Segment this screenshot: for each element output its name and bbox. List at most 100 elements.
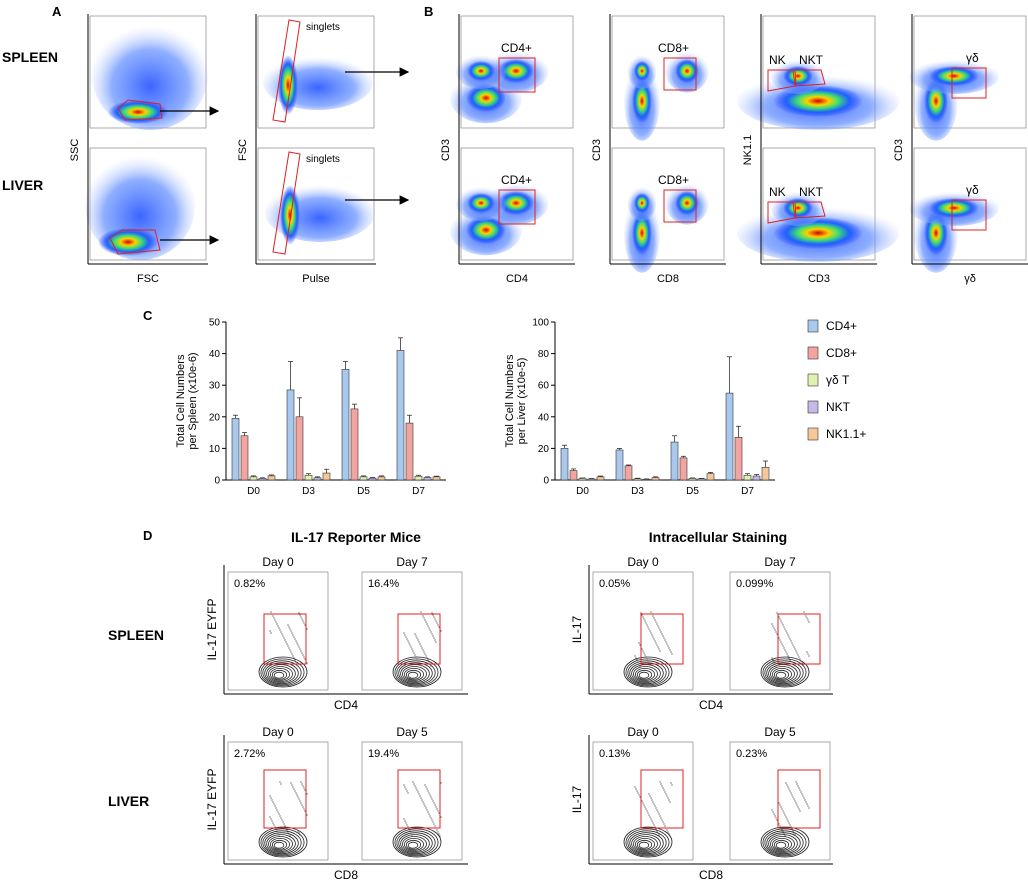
event-dot (423, 617, 425, 619)
event-dot (278, 834, 280, 836)
x-tick-label: D0 (576, 486, 589, 497)
event-dot (646, 658, 648, 660)
bar-CD8-D0 (240, 435, 249, 481)
population-blob (466, 84, 506, 112)
event-dot (638, 663, 640, 665)
contour-ring (766, 662, 801, 685)
legend-swatch (807, 346, 819, 360)
day-label: Day 0 (262, 725, 294, 739)
contour-ring (271, 669, 288, 680)
event-dot (796, 783, 798, 785)
event-dot (272, 801, 274, 803)
bar-NK11-D5 (706, 473, 715, 481)
event-dot (775, 665, 777, 667)
event-dot (277, 625, 279, 627)
event-dot (772, 811, 774, 813)
event-dot (428, 661, 430, 663)
event-dot (306, 814, 308, 816)
y-axis-label: IL-17 (570, 786, 584, 814)
contour-ring (623, 656, 673, 688)
event-dot (668, 647, 670, 649)
contour-plot-4: Day 0 2.72% (227, 725, 329, 861)
event-dot (788, 822, 790, 824)
event-dot (276, 830, 278, 832)
event-dot (420, 645, 422, 647)
event-dot (662, 787, 664, 789)
scatter-liver-fsc-ssc (85, 147, 220, 261)
day-label: Day 7 (396, 555, 428, 569)
bar-T-D3 (304, 474, 313, 481)
event-dot (802, 795, 804, 797)
event-dot (436, 622, 438, 624)
y-axis-label: CD3 (893, 139, 905, 161)
event-dot (654, 640, 656, 642)
event-dot (653, 617, 655, 619)
event-dot (407, 826, 409, 828)
percent-label: 0.82% (234, 578, 265, 590)
event-dot (780, 620, 782, 622)
event-dot (275, 807, 277, 809)
event-dot (655, 621, 657, 623)
event-dot (781, 808, 783, 810)
contour-ring (400, 834, 430, 853)
event-dot (297, 796, 299, 798)
event-dot (283, 637, 285, 639)
event-dot (299, 834, 301, 836)
event-dot (786, 784, 788, 786)
contour-ring (625, 828, 670, 857)
contour-ring (773, 669, 790, 680)
contour-ring (631, 664, 661, 683)
event-dot (658, 834, 660, 836)
event-dot (438, 626, 440, 628)
population-blob (467, 193, 495, 213)
event-dot (291, 784, 293, 786)
event-dot (651, 634, 653, 636)
event-dot (302, 806, 304, 808)
event-dot (415, 787, 417, 789)
event-dot (670, 782, 672, 784)
event-dot (803, 611, 805, 613)
event-dot (279, 781, 281, 783)
gate-label-nk: NK (769, 185, 786, 199)
event-dot (299, 648, 301, 650)
event-dot (798, 656, 800, 658)
event-dot (293, 657, 295, 659)
event-dot (789, 659, 791, 661)
event-dot (787, 634, 789, 636)
event-dot (428, 813, 430, 815)
title-reporter-mice: IL-17 Reporter Mice (291, 529, 421, 545)
event-dot (805, 615, 807, 617)
event-dot (774, 663, 776, 665)
contour-ring (760, 826, 810, 858)
bar-chart-liver: 0 20 40 60 80 100 Total Cell Numbers per Liver … (504, 318, 775, 497)
event-dot (425, 807, 427, 809)
event-dot (433, 637, 435, 639)
event-dot (637, 792, 639, 794)
event-dot (291, 653, 293, 655)
event-dot (634, 655, 636, 657)
event-dot (783, 647, 785, 649)
bar-CD8-D5 (679, 457, 688, 481)
event-dot (784, 814, 786, 816)
x-axis-label: CD3 (808, 273, 830, 285)
event-dot (659, 781, 661, 783)
event-dot (301, 804, 303, 806)
event-dot (791, 642, 793, 644)
event-dot (647, 660, 649, 662)
event-dot (273, 617, 275, 619)
gate-label: CD8+ (658, 41, 689, 55)
event-dot (303, 656, 305, 658)
event-dot (789, 790, 791, 792)
contour-ring (271, 839, 288, 850)
event-dot (435, 806, 437, 808)
legend-label: CD4+ (826, 319, 857, 333)
row-label-spleen-d: SPLEEN (108, 627, 164, 643)
event-dot (416, 637, 418, 639)
contour-ring (623, 826, 673, 858)
day-label: Day 5 (396, 725, 428, 739)
contour-plot-1: Day 7 16.4% (361, 555, 463, 691)
contour-ring (273, 841, 285, 849)
y-tick-label: 50 (209, 318, 221, 329)
contour-ring (266, 664, 296, 683)
y-axis-label: CD3 (591, 139, 603, 161)
